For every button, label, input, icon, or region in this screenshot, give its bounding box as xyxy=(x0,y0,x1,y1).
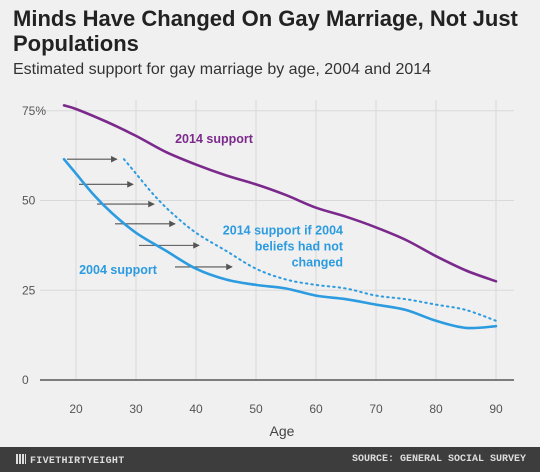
brand: FIVETHIRTYEIGHT xyxy=(16,454,125,467)
label-layer: 2014 support 2014 support if 2004 beliefs … xyxy=(79,132,344,277)
x-tick-label: 50 xyxy=(249,402,263,416)
chart-title: Minds Have Changed On Gay Marriage, Not … xyxy=(13,6,518,56)
x-tick-label: 80 xyxy=(429,402,443,416)
x-tick-label: 30 xyxy=(129,402,143,416)
annotation-line: changed xyxy=(292,256,343,270)
chart-subtitle: Estimated support for gay marriage by ag… xyxy=(13,61,432,78)
x-tick-label: 60 xyxy=(309,402,323,416)
annotation-if2004: 2014 support if 2004 beliefs had not chang… xyxy=(223,224,344,270)
source-note: SOURCE: GENERAL SOCIAL SURVEY xyxy=(351,454,526,465)
brand-name: FIVETHIRTYEIGHT xyxy=(30,456,125,467)
annotation-2014: 2014 support xyxy=(175,132,254,146)
y-tick-label: 0 xyxy=(22,373,29,387)
series-line-0 xyxy=(62,104,498,283)
annotation-line: 2014 support xyxy=(175,132,254,146)
annotation-line: 2014 support if 2004 xyxy=(223,224,343,238)
x-tick-label: 70 xyxy=(369,402,383,416)
y-tick-label: 75% xyxy=(22,104,46,118)
series-line-1 xyxy=(62,157,498,330)
annotation-line: beliefs had not xyxy=(255,240,344,254)
arrow-layer xyxy=(67,155,233,271)
y-tick-label: 25 xyxy=(22,283,36,297)
x-tick-label: 20 xyxy=(69,402,83,416)
annotation-line: 2004 support xyxy=(79,263,158,277)
annotation-2004: 2004 support xyxy=(79,263,158,277)
x-tick-label: 40 xyxy=(189,402,203,416)
series-layer xyxy=(62,104,498,330)
x-axis-label: Age xyxy=(270,423,295,439)
brand-logo-icon xyxy=(16,454,26,464)
grid-layer: 20 30 40 50 60 70 80 90 0 25 50 75% xyxy=(22,100,514,416)
x-tick-label: 90 xyxy=(489,402,503,416)
y-tick-label: 50 xyxy=(22,194,36,208)
series-line-2 xyxy=(123,158,497,322)
footer-bar: FIVETHIRTYEIGHT SOURCE: GENERAL SOCIAL S… xyxy=(0,447,540,472)
